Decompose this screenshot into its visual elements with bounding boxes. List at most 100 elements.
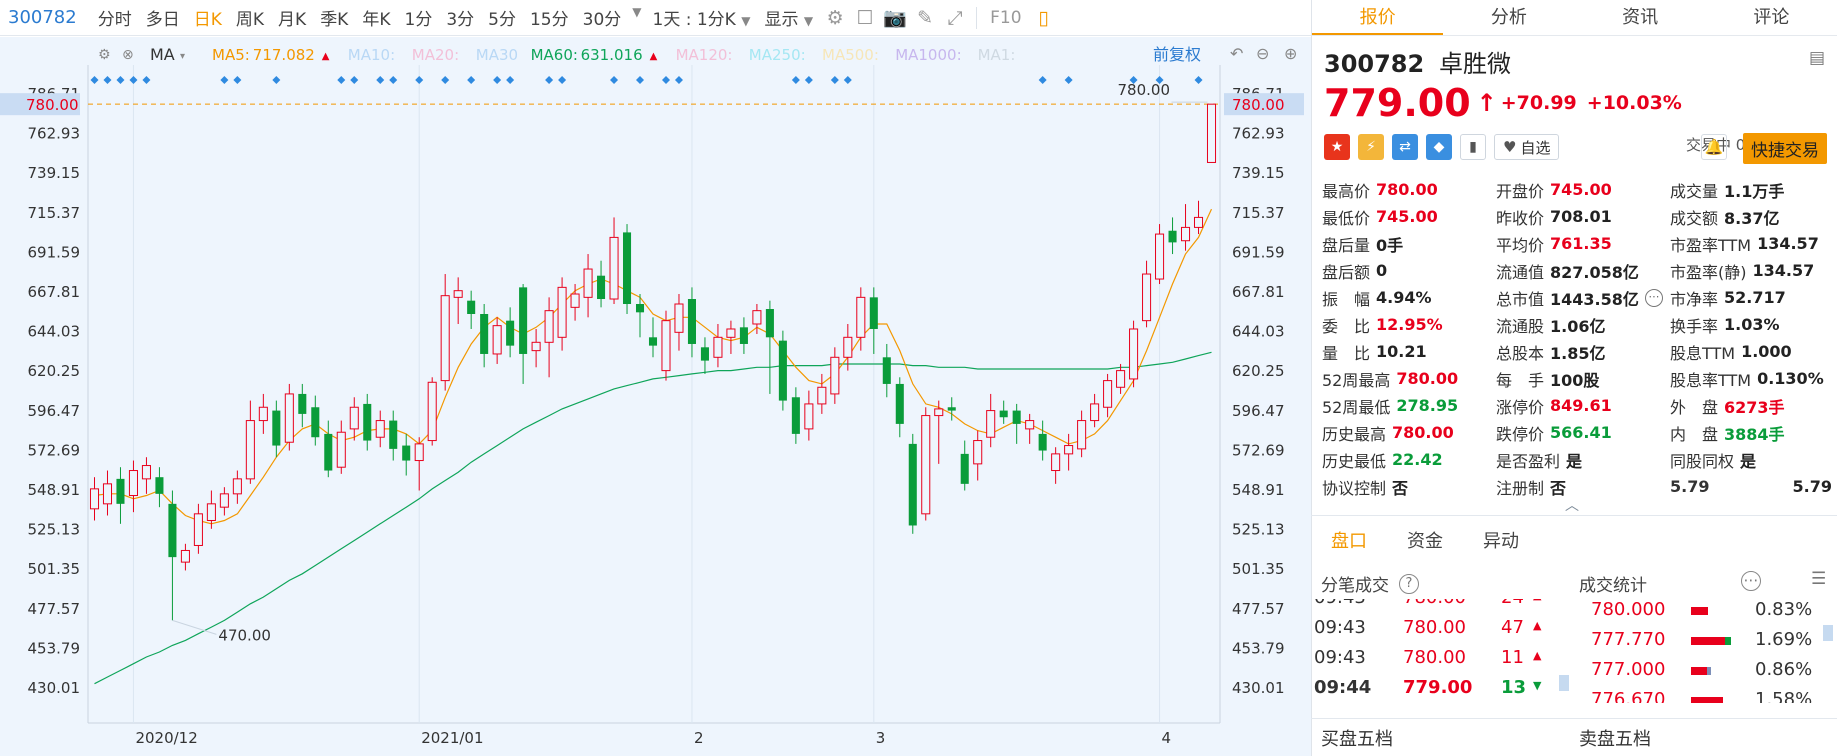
quote-cell: 委 比 12.95% (1322, 313, 1496, 337)
lightning-icon[interactable]: ⚡ (1358, 134, 1384, 160)
stats-list[interactable]: 780.000 0.83% 777.770 1.69% 777.000 0.86% 776.… (1579, 599, 1819, 703)
ticks-title: 分笔成交 (1321, 576, 1389, 596)
shuffle-icon[interactable]: ⇄ (1392, 134, 1418, 160)
quote-panel: 报价 分析 资讯 评论 300782 卓胜微 ▤ 779.00 ↑ +70.99 +1… (1311, 0, 1837, 756)
tab-2[interactable]: 资讯 (1622, 7, 1659, 28)
tab-0[interactable]: 报价 (1312, 0, 1444, 35)
period-tab[interactable]: 30分 (582, 10, 622, 30)
y-tick-right: 762.93 (1232, 125, 1285, 143)
stock-code[interactable]: 300782 (8, 7, 77, 28)
period-tab[interactable]: 分时 (97, 10, 132, 30)
undo-icon: ↶ (1230, 44, 1243, 63)
collapse-icon[interactable]: ︿ (1565, 498, 1579, 514)
more-icon[interactable]: ⋯ (1741, 571, 1761, 591)
tab-3[interactable]: 评论 (1753, 7, 1790, 28)
y-tick-right: 477.57 (1232, 600, 1285, 618)
candle-body-down (908, 443, 917, 526)
scrollbar[interactable] (1823, 625, 1833, 641)
more-icon[interactable]: ⋯ (1644, 288, 1663, 307)
fullscreen-icon[interactable]: ⤢ (947, 6, 963, 29)
period-tab[interactable]: 多日 (145, 10, 180, 30)
period-tab[interactable]: 1分 (404, 10, 433, 30)
quote-value: 3884手 (1724, 424, 1785, 444)
help-icon[interactable]: ? (1399, 573, 1419, 594)
quote-cell: 涨停价 849.61 (1496, 394, 1670, 418)
scrollbar[interactable] (1559, 675, 1569, 691)
quote-key: 是否盈利 (1496, 451, 1561, 471)
candle-body-up (453, 290, 463, 298)
bookmark-icon[interactable]: ▮ (1460, 134, 1486, 160)
event-marker (558, 76, 567, 84)
camera-icon[interactable]: 📷 (883, 7, 907, 29)
bell-icon[interactable]: 🔔 (1701, 134, 1727, 160)
chevron-down-icon[interactable]: ▼ (632, 5, 642, 19)
quote-row: 最高价 780.00 开盘价 745.00 成交量 1.1万手 (1322, 176, 1832, 203)
divider (976, 6, 978, 29)
sell-five-label[interactable]: 卖盘五档 (1579, 729, 1651, 750)
low-annotation-leader (172, 619, 217, 635)
event-marker (415, 76, 424, 84)
layout-icon[interactable]: ▤ (1808, 48, 1825, 68)
tick-list[interactable]: 09:43 780.00 24 ▲ 09:43 780.00 47 ▲ 09:43 780.00 1… (1311, 599, 1559, 703)
pen-icon[interactable]: ✎ (917, 6, 934, 29)
quote-value: 0手 (1376, 235, 1404, 255)
settings-icon[interactable]: ⚙ (826, 6, 844, 29)
tick-price: 780.00 (1403, 647, 1466, 668)
y-tick-right: 572.69 (1232, 441, 1285, 459)
f10-button[interactable]: F10 (990, 7, 1022, 28)
quote-key: 同股同权 (1670, 451, 1735, 471)
panel-toggle-icon[interactable]: ▯ (1038, 6, 1049, 29)
quote-cell: 总市值 1443.58亿 ⋯ (1496, 286, 1670, 310)
china-flag-icon[interactable]: ★ (1324, 134, 1350, 160)
list-icon[interactable]: ☰ (1811, 569, 1827, 589)
period-tab[interactable]: 日K (193, 10, 222, 30)
y-tick-right: 501.35 (1232, 560, 1285, 578)
period-tab[interactable]: 15分 (529, 10, 569, 30)
ma-label: MA5: (212, 46, 250, 64)
stat-price: 780.000 (1591, 599, 1666, 620)
quote-value: 1.03% (1724, 315, 1780, 334)
watchlist-button[interactable]: ♥ 自选 (1494, 134, 1560, 160)
stock-icon-row: ★ ⚡ ⇄ ◆ ▮ ♥ 自选 (1324, 134, 1560, 160)
quote-cell: 市盈率TTM 134.57 (1670, 232, 1832, 256)
period-tab[interactable]: 季K (320, 10, 349, 30)
quote-key: 涨停价 (1496, 397, 1545, 417)
period-tab[interactable]: 5分 (488, 10, 516, 30)
orderbook-tabs: 买盘五档 卖盘五档 (1311, 718, 1837, 756)
period-tab[interactable]: 周K (235, 10, 265, 30)
quote-cell: 振 幅 4.94% (1322, 286, 1496, 310)
candle-body-up (843, 336, 853, 358)
quote-key: 52周最低 (1322, 397, 1391, 417)
tick-panel: 分笔成交 ? 09:43780.0024▲09:43780.0047▲09:43… (1311, 563, 1837, 723)
ma60-line (94, 351, 1212, 685)
checkbox-icon[interactable]: ☐ (856, 6, 874, 29)
event-marker (545, 76, 554, 84)
quote-cell: 52周最低 278.95 (1322, 394, 1496, 418)
chevron-down-icon: ▼ (741, 14, 751, 28)
y-tick-left: 691.59 (28, 243, 81, 261)
stock-price: 779.00 (1324, 81, 1471, 125)
event-marker (142, 76, 151, 84)
section-tab[interactable]: 异动 (1483, 530, 1519, 552)
kline-chart[interactable]: ⚙ ⊗ MA ▾ MA5: 717.082 ▲ MA10: MA20: MA30 MA60: 631.… (0, 37, 1311, 756)
display-menu[interactable]: 显示 ▼ (757, 5, 820, 30)
y-tick-right: 691.59 (1232, 243, 1285, 261)
candle-body-up (440, 295, 450, 382)
period-tab[interactable]: 月K (278, 10, 307, 30)
tag-icon[interactable]: ◆ (1426, 134, 1452, 160)
tab-1[interactable]: 分析 (1490, 7, 1527, 28)
y-tick-left: 620.25 (28, 362, 81, 380)
x-tick: 2020/12 (135, 729, 197, 747)
quote-value: 是 (1740, 451, 1757, 471)
quote-cell: 昨收价 708.01 (1496, 205, 1670, 229)
section-tab[interactable]: 盘口 (1331, 530, 1367, 552)
stats-title: 成交统计 (1579, 576, 1647, 596)
kline-svg: ⚙ ⊗ MA ▾ MA5: 717.082 ▲ MA10: MA20: MA30 MA60: 631.… (0, 44, 1304, 747)
quote-row: 盘后额 0 流通值 827.058亿 市盈率(静) 134.57 (1322, 257, 1832, 284)
quick-trade-button[interactable]: 快捷交易 (1743, 133, 1827, 164)
section-tab[interactable]: 资金 (1407, 530, 1443, 552)
period-tab[interactable]: 3分 (446, 10, 475, 30)
buy-five-label[interactable]: 买盘五档 (1321, 729, 1393, 750)
range-select[interactable]: 1天 : 1分K ▼ (646, 5, 758, 30)
period-tab[interactable]: 年K (362, 10, 391, 30)
